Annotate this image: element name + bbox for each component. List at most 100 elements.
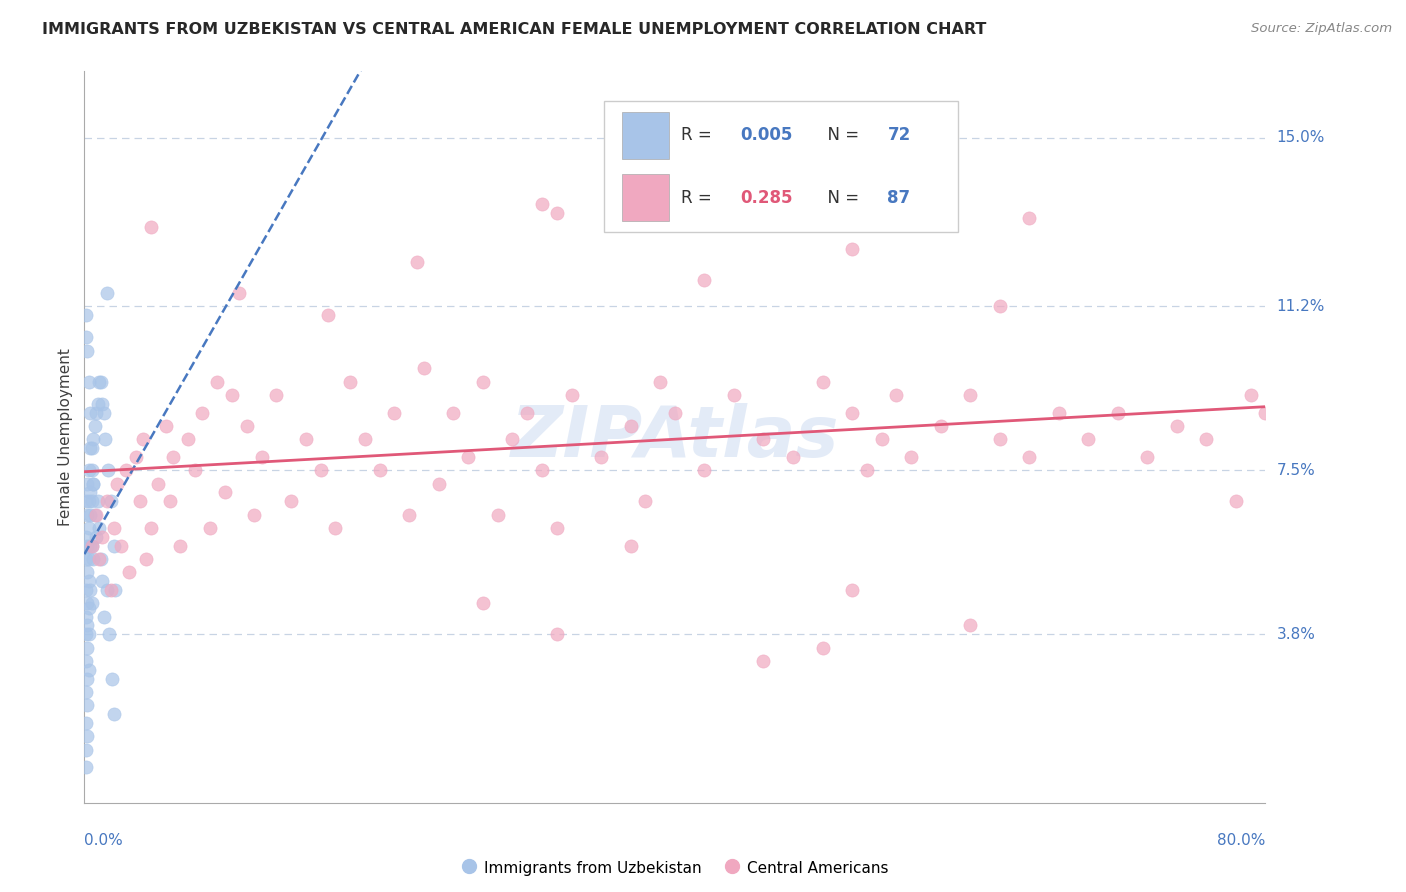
Text: R =: R = xyxy=(681,127,717,145)
Point xyxy=(811,640,834,655)
Point xyxy=(110,539,132,553)
Point xyxy=(77,663,100,677)
Point xyxy=(339,375,361,389)
Point xyxy=(427,476,450,491)
Point xyxy=(76,539,98,553)
Point xyxy=(91,397,114,411)
Point xyxy=(782,450,804,464)
Point xyxy=(80,539,103,553)
Point xyxy=(693,463,716,477)
Text: N =: N = xyxy=(817,127,863,145)
Text: R =: R = xyxy=(681,188,717,207)
Point xyxy=(664,406,686,420)
Point xyxy=(870,432,893,446)
Text: 72: 72 xyxy=(887,127,911,145)
Point xyxy=(295,432,318,446)
Point xyxy=(76,618,98,632)
Point xyxy=(83,508,105,522)
Point xyxy=(325,521,347,535)
Point xyxy=(103,521,125,535)
Point xyxy=(91,530,114,544)
Point xyxy=(76,640,98,655)
Point xyxy=(139,521,162,535)
Point xyxy=(91,574,114,589)
Point xyxy=(228,285,250,300)
Point xyxy=(103,707,125,722)
FancyBboxPatch shape xyxy=(621,174,669,221)
Point xyxy=(75,494,97,508)
Point xyxy=(77,521,100,535)
Point xyxy=(105,476,128,491)
Text: 0.005: 0.005 xyxy=(740,127,792,145)
Point xyxy=(75,742,97,756)
Point xyxy=(1254,406,1277,420)
Point xyxy=(841,406,863,420)
Point xyxy=(1136,450,1159,464)
Point xyxy=(752,432,775,446)
Point xyxy=(76,343,98,358)
Text: 80.0%: 80.0% xyxy=(1218,833,1265,848)
Point xyxy=(959,618,981,632)
Point xyxy=(1166,419,1188,434)
Point xyxy=(75,308,97,322)
Point xyxy=(93,609,115,624)
Point xyxy=(79,441,101,455)
Point xyxy=(531,197,554,211)
Point xyxy=(841,582,863,597)
Point xyxy=(243,508,266,522)
Point xyxy=(457,450,479,464)
Point xyxy=(77,375,100,389)
Text: IMMIGRANTS FROM UZBEKISTAN VS CENTRAL AMERICAN FEMALE UNEMPLOYMENT CORRELATION C: IMMIGRANTS FROM UZBEKISTAN VS CENTRAL AM… xyxy=(42,22,987,37)
Point xyxy=(82,476,104,491)
Point xyxy=(177,432,200,446)
Point xyxy=(184,463,207,477)
Point xyxy=(405,255,427,269)
Point xyxy=(841,242,863,256)
Point xyxy=(86,494,108,508)
Point xyxy=(650,375,672,389)
Point xyxy=(1240,388,1263,402)
Text: Source: ZipAtlas.com: Source: ZipAtlas.com xyxy=(1251,22,1392,36)
Point xyxy=(221,388,243,402)
Point xyxy=(443,406,465,420)
Point xyxy=(80,539,103,553)
Point xyxy=(87,521,111,535)
Point xyxy=(1225,494,1247,508)
Point xyxy=(752,654,775,668)
Point xyxy=(679,184,702,198)
Text: 87: 87 xyxy=(887,188,911,207)
Point xyxy=(75,609,97,624)
Point xyxy=(148,476,170,491)
Point xyxy=(236,419,259,434)
Point xyxy=(139,219,162,234)
Point xyxy=(97,463,120,477)
Point xyxy=(76,476,98,491)
Point xyxy=(75,716,97,731)
Point xyxy=(693,273,716,287)
Point xyxy=(104,582,127,597)
Text: 0.0%: 0.0% xyxy=(84,833,124,848)
Point xyxy=(382,406,406,420)
Point xyxy=(87,375,111,389)
Point xyxy=(135,552,157,566)
Point xyxy=(82,552,104,566)
Point xyxy=(125,450,148,464)
Text: 3.8%: 3.8% xyxy=(1277,627,1316,642)
Point xyxy=(132,432,155,446)
Point xyxy=(1195,432,1218,446)
Point xyxy=(266,388,288,402)
Point xyxy=(79,485,101,500)
Point xyxy=(86,397,108,411)
Point xyxy=(83,419,105,434)
Point xyxy=(79,582,101,597)
Point xyxy=(80,494,103,508)
Point xyxy=(316,308,339,322)
Point xyxy=(155,419,177,434)
Point xyxy=(988,299,1011,313)
Point xyxy=(93,406,115,420)
Point xyxy=(96,582,118,597)
Point xyxy=(96,285,118,300)
Text: 15.0%: 15.0% xyxy=(1277,130,1324,145)
Point xyxy=(472,375,495,389)
Point xyxy=(77,600,100,615)
